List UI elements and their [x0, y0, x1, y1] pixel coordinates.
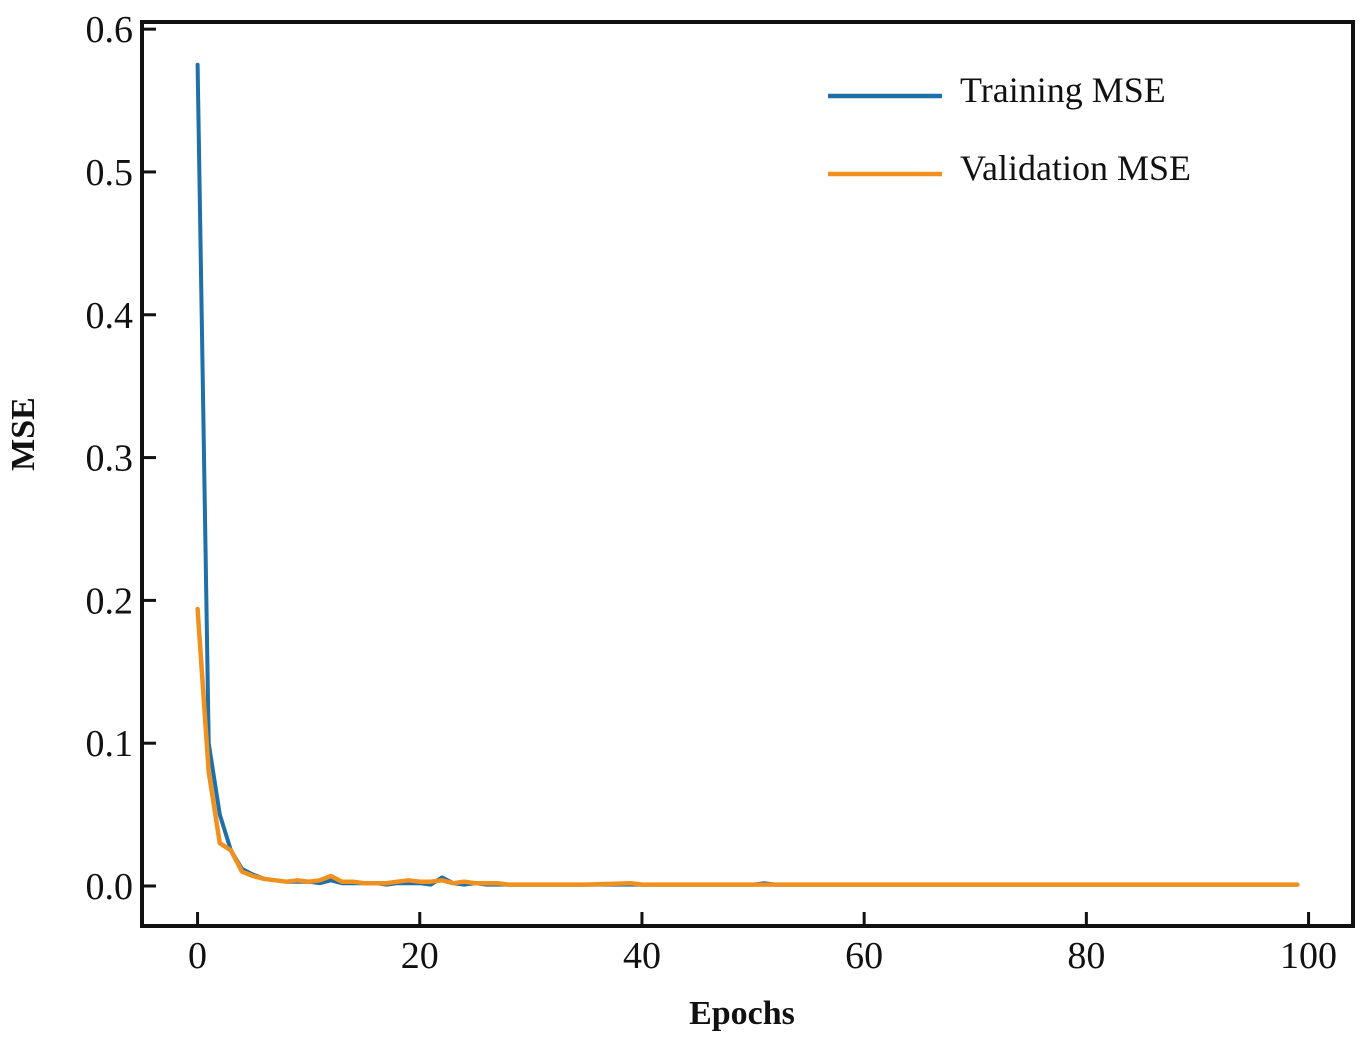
y-tick-label: 0.3	[86, 438, 134, 480]
tick-marks	[142, 27, 1311, 926]
y-tick-label: 0.5	[86, 152, 134, 194]
y-tick-label: 0.1	[86, 723, 134, 765]
y-tick-label: 0.2	[86, 580, 134, 622]
y-tick-label: 0.4	[86, 295, 134, 337]
legend-label-training-mse: Training MSE	[960, 70, 1166, 110]
y-tick-label: 0.6	[86, 9, 134, 51]
x-tick-label: 0	[188, 935, 207, 977]
x-tick-label: 100	[1280, 935, 1337, 977]
y-tick-label: 0.0	[86, 866, 134, 908]
legend-label-validation-mse: Validation MSE	[960, 148, 1191, 188]
legend: Training MSE Validation MSE	[828, 70, 1191, 188]
series-lines	[195, 62, 1300, 887]
tick-labels: 0 20 40 60 80 100 0.0 0.1 0.2 0.3 0.4 0.5 0.6	[86, 9, 1338, 977]
x-tick-label: 40	[623, 935, 661, 977]
x-axis-title: Epochs	[689, 995, 795, 1032]
series-line-validation-mse	[195, 606, 1300, 887]
x-tick-label: 80	[1067, 935, 1105, 977]
y-axis-title: MSE	[5, 397, 42, 471]
x-tick-label: 20	[401, 935, 439, 977]
plot-frame	[140, 20, 1355, 928]
x-tick-label: 60	[845, 935, 883, 977]
